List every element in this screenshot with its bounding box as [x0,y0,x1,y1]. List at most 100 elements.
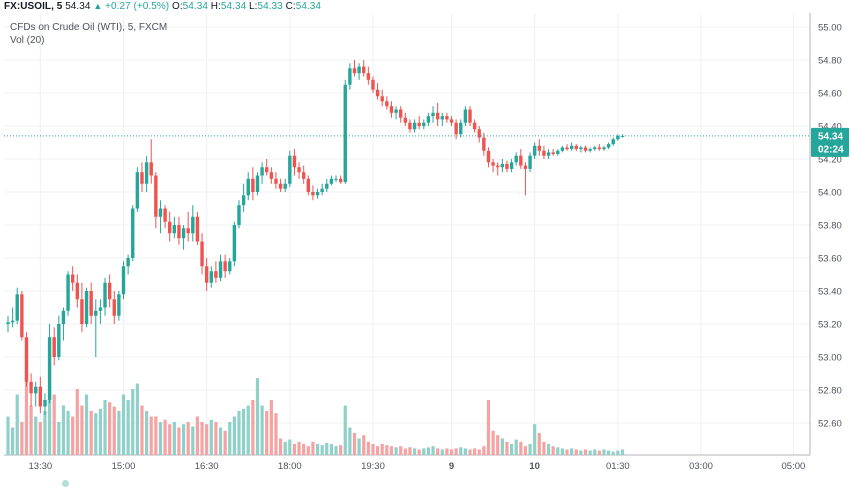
x-tick-label: 9 [449,461,454,472]
candle-body [338,178,343,183]
candle-body [569,145,574,150]
volume-bar [445,448,449,455]
close-label: C: [285,1,296,12]
volume-bar [482,446,486,455]
volume-bar [431,446,435,455]
candle-body [449,119,454,123]
candle-body [126,258,130,267]
candle-body [389,106,394,113]
high-value: 54.34 [220,1,247,12]
volume-bar [306,446,310,455]
volume-bar [260,405,264,455]
candle-body [214,271,218,278]
y-tick-label: 52.60 [818,419,842,430]
candle-body [269,172,274,179]
volume-bar [528,444,532,455]
candle-body [537,145,541,151]
volume-bar [334,446,338,455]
volume-bar [172,422,176,455]
candle-body [38,386,43,407]
volume-bar [473,448,477,455]
candle-body [375,89,380,97]
candle-body [371,79,375,90]
last-price-badge-text: 54.34 [818,131,843,142]
volume-bar [343,405,347,455]
candle-body [154,175,158,217]
volume-bar [52,394,56,455]
volume-bar [154,416,158,455]
candle-body [542,150,546,156]
candle-body [514,155,518,163]
volume-bar [607,450,611,455]
volume-bar [611,451,615,455]
candle-body [348,68,352,85]
candle-body [84,291,89,324]
candle-body [61,310,66,324]
candle-body [117,294,121,316]
volume-bar [66,411,70,455]
volume-bar [15,394,19,455]
candle-body [486,150,491,163]
volume-bar [574,449,578,455]
volume-bar [94,413,98,455]
open-value: 54.34 [182,1,208,12]
volume-bar [288,439,292,455]
candle-body [209,271,213,283]
volume-indicator-label[interactable]: Vol (20) [10,35,45,46]
candle-body [283,183,287,189]
volume-bar [436,448,440,455]
volume-bar [514,439,518,455]
candle-body [579,147,583,150]
volume-bar [61,405,66,455]
y-tick-label: 53.00 [818,353,842,364]
volume-bar [602,449,606,455]
candle-body [325,183,329,189]
candle-body [496,165,500,168]
x-tick-label: 19:30 [361,461,385,472]
candle-body [459,122,463,135]
y-tick-label: 55.00 [818,23,842,34]
candle-body [362,66,366,74]
candle-body [556,150,560,155]
candle-body [343,84,347,183]
candle-body [417,122,421,126]
candle-body [135,172,140,209]
volume-bar [149,416,153,455]
candle-body [24,337,29,382]
volume-bar [205,424,209,455]
volume-bar [43,411,47,455]
y-tick-label: 54.60 [818,89,842,100]
symbol-name[interactable]: FX:USOIL, 5 [4,1,63,12]
volume-bar [509,444,514,455]
candle-body [306,178,310,192]
volume-bar [126,400,130,455]
candle-body [158,208,163,217]
volume-bar [80,405,84,455]
volume-bar [352,433,357,455]
volume-bar [551,446,555,455]
candle-body [195,216,200,242]
volume-bar [616,450,620,455]
volume-bar [117,411,121,455]
volume-bar [98,408,102,455]
volume-bar [348,427,352,455]
x-tick-label: 16:30 [195,461,219,472]
candle-body [616,135,620,140]
candle-body [523,165,528,169]
candle-body [47,337,52,400]
candle-body [181,228,186,239]
volume-bar [579,450,583,455]
volume-bar [168,424,172,455]
volume-bar [403,448,407,455]
x-tick-label: 13:30 [28,461,52,472]
volume-bar [486,400,491,455]
candle-body [320,188,324,192]
candle-body [57,324,61,357]
volume-bar [380,444,384,455]
volume-bar [399,446,403,455]
candle-body [297,167,301,173]
scroll-handle[interactable] [62,480,69,487]
candle-body [509,162,514,169]
volume-bar [29,405,33,455]
